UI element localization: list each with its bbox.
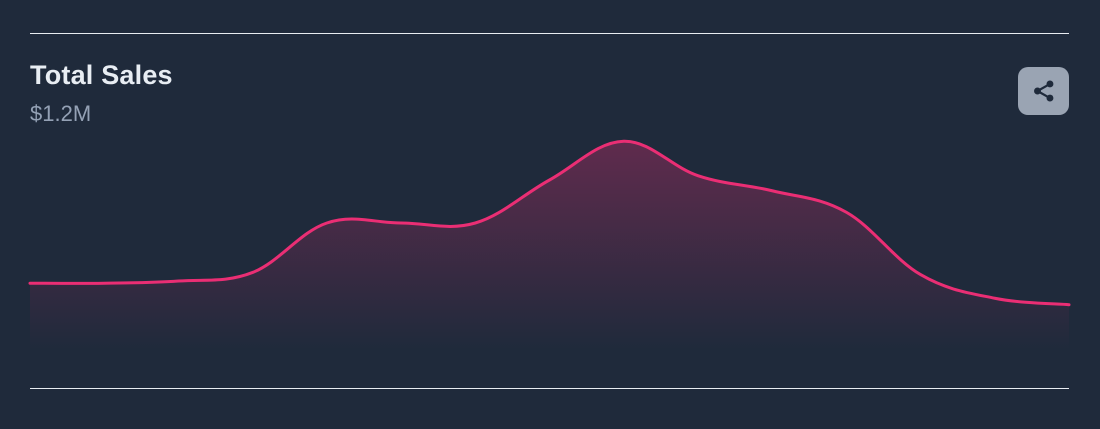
card-title: Total Sales	[30, 60, 173, 90]
share-button[interactable]	[1018, 67, 1069, 115]
top-divider	[30, 33, 1069, 34]
sales-series-line	[28, 139, 1071, 307]
bottom-divider	[30, 388, 1069, 389]
total-sales-value: $1.2M	[30, 101, 92, 126]
share-icon	[1033, 80, 1053, 102]
sales-area-fill	[30, 141, 1069, 350]
